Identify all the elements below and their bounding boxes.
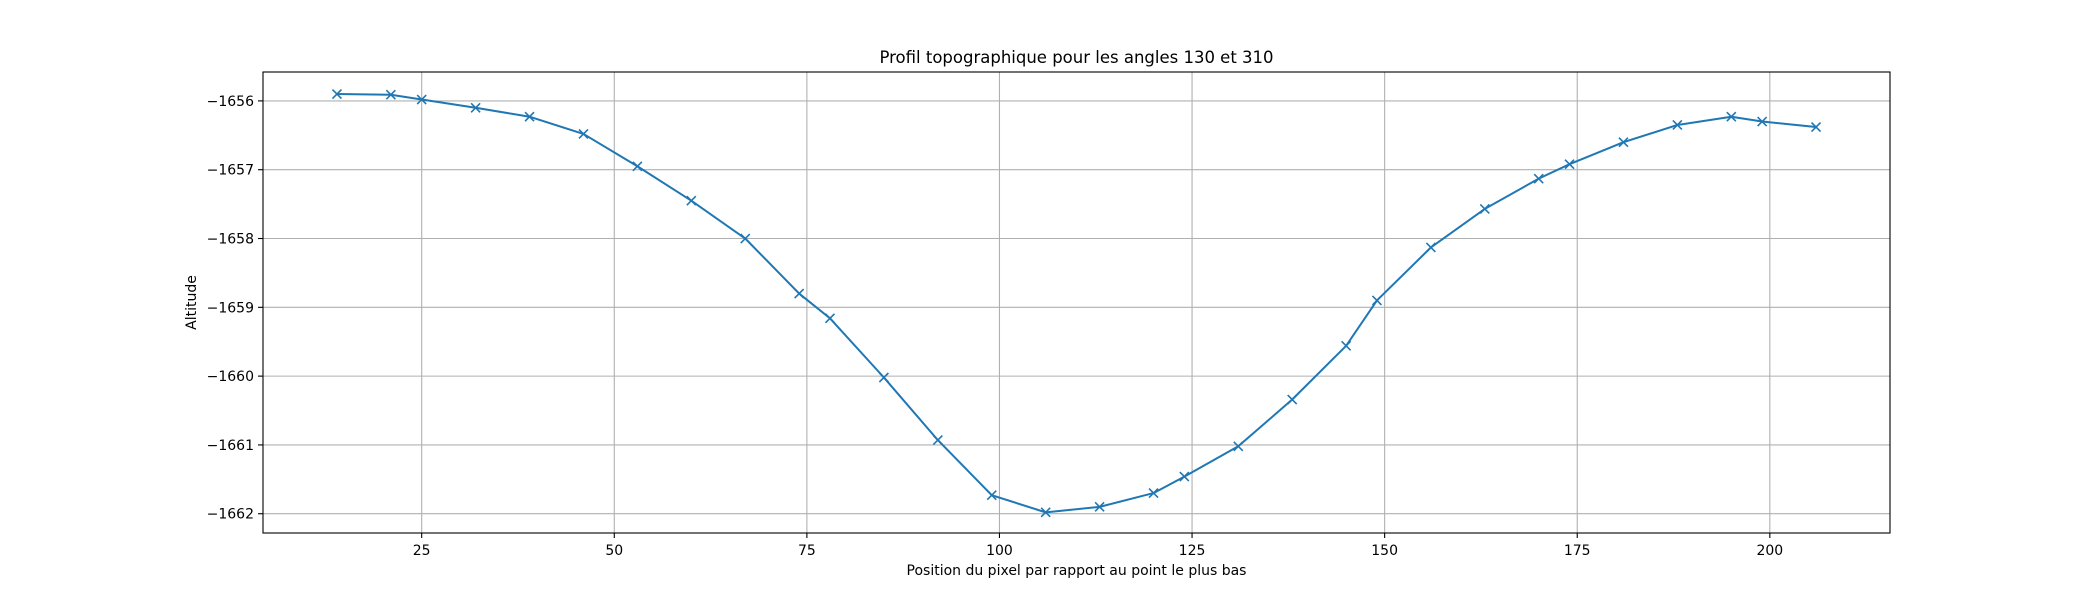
marker-stroke [1233, 441, 1244, 452]
data-point-marker [1094, 501, 1105, 512]
y-tick-label: −1656 [207, 94, 254, 110]
x-tick-label: 25 [413, 543, 431, 559]
data-point-marker [1533, 173, 1544, 184]
grid [263, 72, 1890, 533]
marker-stroke [1533, 173, 1544, 184]
marker-stroke [1757, 116, 1768, 127]
data-point-marker [331, 88, 343, 100]
y-tick-label: −1659 [207, 300, 254, 316]
marker-stroke [1040, 507, 1051, 518]
marker-stroke [932, 435, 943, 446]
marker-stroke [578, 128, 589, 139]
data-point-marker [416, 94, 427, 105]
data-point-marker [385, 89, 396, 100]
data-point-marker [1757, 116, 1768, 127]
marker-stroke [385, 89, 396, 100]
marker-stroke [416, 94, 427, 105]
marker-stroke [1479, 203, 1490, 214]
data-point-marker [1810, 121, 1822, 133]
marker-stroke [1564, 159, 1575, 170]
x-tick-label: 125 [1179, 543, 1206, 559]
x-tick-label: 100 [986, 543, 1013, 559]
marker-stroke [824, 313, 836, 324]
data-point-marker [1148, 488, 1159, 499]
data-point-marker [524, 111, 535, 122]
data-point-marker [1425, 242, 1436, 253]
data-point-marker [1618, 137, 1629, 148]
series-layer [331, 88, 1822, 518]
y-tick-label: −1660 [207, 369, 254, 385]
y-tick-label: −1658 [207, 232, 254, 248]
marker-stroke [986, 490, 997, 501]
data-point-marker [686, 195, 697, 206]
data-point-marker [740, 233, 751, 244]
data-point-marker [1287, 394, 1298, 405]
series-line [336, 93, 1817, 514]
data-point-marker [1179, 471, 1190, 482]
data-point-marker [1341, 340, 1352, 351]
data-point-marker [1726, 111, 1737, 122]
plot-frame [262, 71, 1891, 534]
data-point-marker [824, 313, 836, 324]
x-axis-label: Position du pixel par rapport au point l… [907, 563, 1247, 579]
marker-stroke [1810, 121, 1822, 133]
x-tick-label: 200 [1756, 543, 1783, 559]
data-point-marker [1564, 159, 1575, 170]
marker-stroke [632, 161, 643, 172]
data-point-marker [578, 128, 589, 139]
marker-stroke [878, 372, 889, 383]
data-point-marker [1371, 295, 1383, 306]
data-point-marker [986, 490, 997, 501]
marker-stroke [1726, 111, 1737, 122]
marker-stroke [1287, 394, 1298, 405]
marker-stroke [470, 102, 481, 113]
marker-stroke [794, 288, 805, 299]
data-point-marker [470, 102, 481, 113]
marker-stroke [331, 88, 343, 100]
data-point-marker [794, 288, 805, 299]
x-tick-label: 75 [798, 543, 816, 559]
marker-stroke [1341, 340, 1352, 351]
data-point-marker [632, 161, 643, 172]
y-tick-label: −1662 [207, 507, 254, 523]
chart-title: Profil topographique pour les angles 130… [879, 48, 1273, 67]
marker-stroke [1179, 471, 1190, 482]
y-tick-label: −1657 [207, 163, 254, 179]
marker-stroke [1425, 242, 1436, 253]
data-point-marker [1479, 203, 1490, 214]
marker-stroke [1672, 119, 1683, 131]
data-point-marker [1233, 441, 1244, 452]
data-point-marker [1672, 119, 1683, 131]
x-tick-label: 150 [1371, 543, 1398, 559]
y-axis-label: Altitude [184, 275, 200, 330]
x-tick-label: 175 [1564, 543, 1591, 559]
y-tick-label: −1661 [207, 438, 254, 454]
marker-stroke [740, 233, 751, 244]
x-tick-label: 50 [605, 543, 623, 559]
marker-stroke [1618, 137, 1629, 148]
marker-stroke [1371, 295, 1383, 306]
data-point-marker [878, 372, 889, 383]
marker-stroke [524, 111, 535, 122]
marker-stroke [686, 195, 697, 206]
marker-stroke [1094, 501, 1105, 512]
marker-stroke [1148, 488, 1159, 499]
data-point-marker [1040, 507, 1051, 518]
data-point-marker [932, 435, 943, 446]
axis-ticks: 25 50 75 100 125 150 175 200 −1656 −1657 −1658 −165… [207, 94, 1784, 559]
